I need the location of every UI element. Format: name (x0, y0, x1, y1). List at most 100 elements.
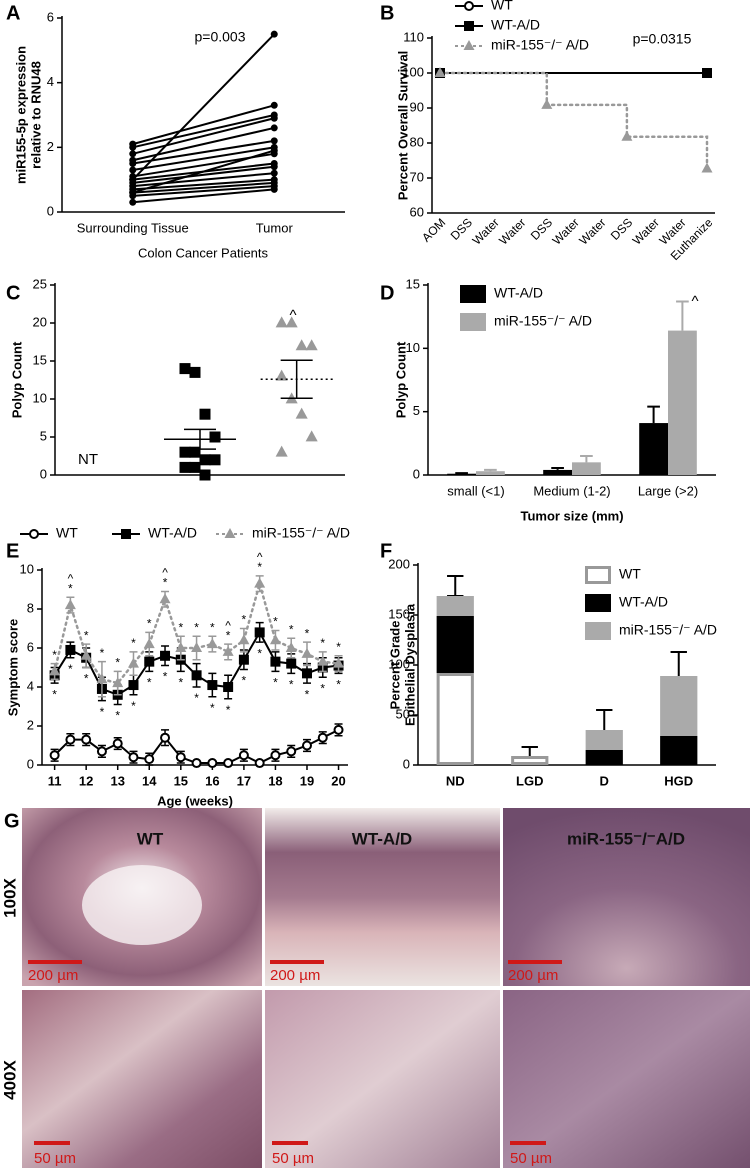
x-tick-label: Water (470, 215, 502, 247)
marker (301, 740, 312, 751)
marker (270, 750, 281, 761)
marker (206, 638, 218, 649)
x-tick-label: LGD (516, 773, 543, 788)
y-axis-label: Symptom score (5, 619, 20, 717)
marker (129, 198, 137, 206)
point-label: * (68, 662, 73, 676)
marker (129, 166, 137, 174)
point-label: * (257, 560, 262, 574)
marker (270, 160, 278, 167)
point-label: * (178, 620, 183, 634)
x-tick-label: Water (630, 215, 662, 247)
legend-marker (464, 21, 474, 31)
marker (701, 162, 713, 173)
marker (270, 30, 278, 38)
column-label: WT-A/D (352, 829, 412, 848)
marker (295, 407, 308, 419)
bar (668, 330, 697, 475)
marker (191, 758, 202, 769)
bar (639, 423, 668, 475)
point-label: * (115, 709, 120, 723)
y-axis-label: miR155-5p expression (13, 46, 28, 184)
series-line (438, 71, 709, 170)
series-line (131, 181, 276, 194)
micrograph (503, 808, 750, 986)
marker (333, 724, 344, 735)
error-bar (647, 405, 660, 424)
legend-swatch (585, 566, 611, 584)
marker (222, 645, 234, 656)
marker (301, 647, 313, 658)
marker (189, 461, 201, 473)
scale-label: 50 µm (510, 1150, 552, 1167)
marker (81, 734, 92, 745)
legend-label: WT (619, 566, 641, 582)
y-tick-label: 8 (27, 600, 34, 615)
point-label: * (84, 628, 89, 642)
y-tick-label: 60 (410, 204, 424, 219)
panel-letter: F (380, 540, 392, 562)
marker (159, 593, 171, 604)
bar (660, 676, 698, 736)
marker (65, 734, 76, 745)
marker (191, 642, 203, 652)
y-tick-label: 90 (410, 99, 424, 114)
lumen (82, 865, 202, 945)
series-line (131, 146, 276, 171)
marker (207, 758, 218, 769)
y-tick-label: 10 (33, 390, 47, 405)
error-bar (521, 746, 538, 756)
y-tick-label: 6 (47, 9, 54, 24)
series-line (131, 172, 276, 188)
legend-label: miR-155⁻/⁻ A/D (494, 313, 592, 329)
y-tick-label: 200 (388, 556, 410, 571)
marker (285, 316, 298, 328)
panel-g: G WT WT-A/D miR-155⁻/⁻A/D 100X 400X 200 … (0, 808, 750, 1168)
x-tick-label: D (600, 773, 609, 788)
point-label: * (52, 687, 57, 701)
micrograph (503, 990, 750, 1168)
micrograph (22, 990, 262, 1168)
marker (49, 665, 61, 676)
marker (254, 627, 265, 638)
marker (49, 750, 60, 761)
y-tick-label: 0 (47, 203, 54, 218)
point-label: * (147, 676, 152, 690)
marker (702, 68, 712, 78)
point-label: * (100, 646, 105, 660)
x-tick-label: Water (496, 215, 528, 247)
marker (179, 461, 191, 473)
y-tick-label: 50 (396, 706, 410, 721)
x-tick-label: 11 (48, 773, 62, 788)
point-label: * (289, 678, 294, 692)
legend-swatch (585, 622, 611, 640)
point-label: * (68, 581, 73, 595)
x-tick-label: 12 (79, 773, 93, 788)
annotation: ^ (691, 293, 698, 310)
legend-marker (463, 40, 475, 50)
bar (436, 673, 474, 765)
marker (199, 408, 211, 420)
legend-marker (224, 528, 236, 538)
point-label: * (163, 670, 168, 684)
bar (511, 756, 549, 765)
y-tick-label: 0 (27, 756, 34, 771)
bar (585, 730, 623, 750)
point-label: * (336, 640, 341, 654)
y-tick-label: 4 (47, 74, 54, 89)
marker (209, 431, 221, 443)
marker (254, 758, 265, 769)
marker (96, 673, 108, 684)
error-bar (447, 575, 464, 596)
annotation: p=0.003 (195, 29, 246, 45)
marker (129, 176, 137, 184)
bar (543, 469, 572, 475)
x-tick-label: Tumor (256, 220, 294, 235)
marker (295, 339, 308, 351)
legend-marker (121, 529, 131, 539)
micrograph (265, 990, 500, 1168)
x-axis-label: Tumor size (mm) (520, 508, 623, 523)
legend-label: WT-A/D (148, 525, 197, 541)
marker (175, 642, 187, 652)
